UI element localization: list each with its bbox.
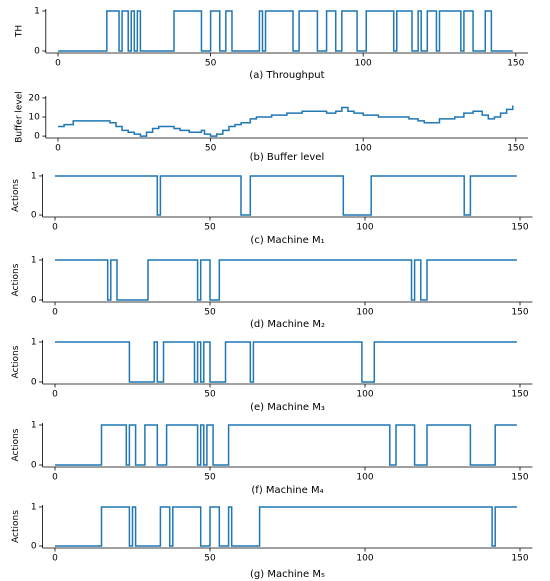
y-tick-label: 20: [28, 93, 40, 103]
x-tick-label: 150: [511, 308, 528, 318]
y-axis-label: Actions: [11, 428, 21, 461]
y-tick-label: 0: [34, 47, 40, 57]
y-tick-label: 0: [31, 461, 37, 471]
y-axis-label: Actions: [11, 263, 21, 296]
x-tick-label: 50: [205, 59, 217, 69]
y-tick-label: 0: [31, 296, 37, 306]
step-line: [58, 10, 513, 52]
y-tick-label: 10: [28, 113, 40, 123]
x-tick-label: 0: [52, 308, 58, 318]
x-tick-label: 150: [507, 144, 524, 154]
y-tick-label: 0: [31, 542, 37, 552]
x-tick-label: 150: [511, 223, 528, 233]
x-tick-label: 50: [205, 144, 217, 154]
y-tick-label: 1: [31, 171, 37, 181]
x-tick-label: 0: [55, 144, 61, 154]
x-axis-label: (c) Machine M₁: [250, 235, 324, 246]
y-axis-label: Actions: [11, 345, 21, 378]
y-axis-label: TH: [14, 25, 24, 38]
x-tick-label: 100: [355, 144, 372, 154]
x-tick-label: 50: [204, 473, 216, 483]
x-tick-label: 150: [511, 473, 528, 483]
y-axis-label: Actions: [11, 179, 21, 212]
x-tick-label: 100: [356, 308, 373, 318]
y-axis-label: Actions: [11, 510, 21, 543]
x-axis-label: (b) Buffer level: [250, 152, 325, 163]
x-tick-label: 100: [356, 223, 373, 233]
x-tick-label: 150: [511, 554, 528, 564]
x-axis-label: (f) Machine M₄: [251, 485, 323, 496]
x-tick-label: 50: [204, 390, 216, 400]
y-tick-label: 1: [31, 338, 37, 348]
step-line: [55, 506, 517, 547]
y-tick-label: 1: [34, 7, 40, 17]
y-tick-label: 0: [31, 211, 37, 221]
y-tick-label: 0: [34, 132, 40, 142]
step-line: [55, 341, 517, 383]
y-tick-label: 1: [31, 256, 37, 266]
step-line: [55, 175, 517, 216]
x-tick-label: 50: [204, 308, 216, 318]
step-line: [55, 259, 517, 301]
x-tick-label: 0: [52, 390, 58, 400]
x-tick-label: 150: [507, 59, 524, 69]
x-tick-label: 100: [356, 390, 373, 400]
y-tick-label: 0: [31, 378, 37, 388]
x-tick-label: 0: [55, 59, 61, 69]
x-axis-label: (d) Machine M₂: [250, 319, 325, 330]
x-tick-label: 100: [355, 59, 372, 69]
x-tick-label: 50: [204, 554, 216, 564]
y-tick-label: 1: [31, 421, 37, 431]
x-axis-label: (a) Throughput: [249, 70, 324, 81]
y-axis-label: Buffer level: [14, 91, 24, 143]
y-tick-label: 1: [31, 502, 37, 512]
x-tick-label: 100: [356, 554, 373, 564]
x-tick-label: 0: [52, 554, 58, 564]
x-tick-label: 0: [52, 223, 58, 233]
x-tick-label: 0: [52, 473, 58, 483]
x-axis-label: (e) Machine M₃: [250, 402, 325, 413]
x-tick-label: 150: [511, 390, 528, 400]
x-tick-label: 100: [356, 473, 373, 483]
step-line: [58, 105, 514, 137]
x-tick-label: 50: [204, 223, 216, 233]
x-axis-label: (g) Machine M₅: [250, 569, 325, 580]
step-line: [55, 424, 517, 466]
